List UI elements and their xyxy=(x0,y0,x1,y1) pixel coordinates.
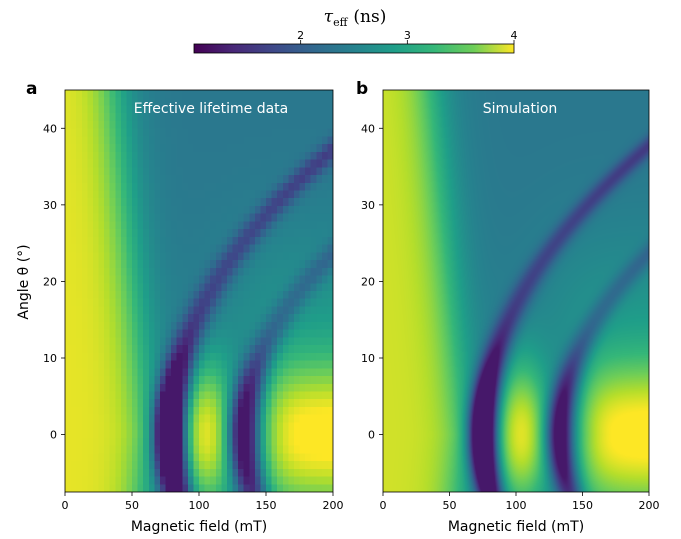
panel-title-b: Simulation xyxy=(483,101,558,117)
x-tick-label: 0 xyxy=(62,499,69,512)
x-tick-label: 150 xyxy=(572,499,593,512)
panel-a: a Effective lifetime data 0 50 100 150 200 0… xyxy=(16,79,344,535)
x-ticks-a: 0 50 100 150 200 xyxy=(62,492,344,512)
x-tick-label: 50 xyxy=(443,499,457,512)
colorbar-tick-label: 2 xyxy=(297,29,304,42)
x-tick-label: 0 xyxy=(380,499,387,512)
y-tick-label: 0 xyxy=(50,429,57,442)
y-tick-label: 10 xyxy=(361,352,375,365)
panel-letter-a: a xyxy=(26,79,37,99)
x-axis-label-a: Magnetic field (mT) xyxy=(131,519,267,535)
y-tick-label: 10 xyxy=(43,352,57,365)
x-tick-label: 100 xyxy=(189,499,210,512)
y-ticks-b: 0 10 20 30 40 xyxy=(361,122,383,442)
colorbar-label: τeff (ns) xyxy=(324,7,387,29)
colorbar-ticks: 2 3 4 xyxy=(297,29,518,44)
y-tick-label: 0 xyxy=(368,429,375,442)
x-tick-label: 150 xyxy=(256,499,277,512)
colorbar-tick-label: 3 xyxy=(404,29,411,42)
y-tick-label: 40 xyxy=(361,122,375,135)
y-tick-label: 20 xyxy=(361,275,375,288)
colorbar: τeff (ns) 2 3 4 xyxy=(193,7,518,54)
colorbar-gradient xyxy=(193,43,515,54)
heatmap-a xyxy=(65,90,333,492)
x-tick-label: 200 xyxy=(639,499,660,512)
y-axis-label: Angle θ (°) xyxy=(16,244,32,319)
heatmap-b xyxy=(383,90,649,492)
x-axis-label-b: Magnetic field (mT) xyxy=(448,519,584,535)
x-ticks-b: 0 50 100 150 200 xyxy=(380,492,660,512)
y-ticks-a: 0 10 20 30 40 xyxy=(43,122,65,442)
y-tick-label: 20 xyxy=(43,275,57,288)
y-tick-label: 30 xyxy=(361,199,375,212)
panel-title-a: Effective lifetime data xyxy=(134,101,288,117)
colorbar-tick-label: 4 xyxy=(511,29,518,42)
x-tick-label: 50 xyxy=(125,499,139,512)
y-tick-label: 40 xyxy=(43,122,57,135)
panel-letter-b: b xyxy=(356,79,368,99)
x-tick-label: 100 xyxy=(506,499,527,512)
x-tick-label: 200 xyxy=(323,499,344,512)
panel-b: b Simulation 0 50 100 150 200 0 10 20 30 40 Magn… xyxy=(356,79,660,535)
y-tick-label: 30 xyxy=(43,199,57,212)
